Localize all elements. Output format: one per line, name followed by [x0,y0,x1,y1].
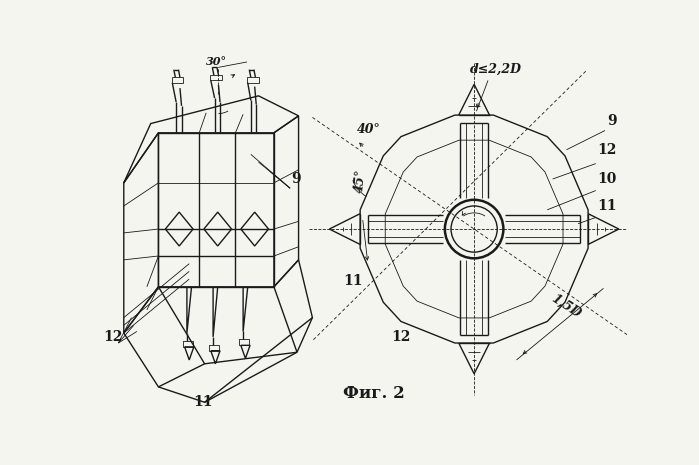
Text: 12: 12 [391,330,410,344]
Text: 12: 12 [598,143,617,157]
Text: d≤2,2D: d≤2,2D [470,63,522,76]
Text: 12: 12 [103,330,122,344]
Text: 9: 9 [607,114,617,128]
Text: 11: 11 [343,274,363,288]
Text: 45°: 45° [352,169,368,193]
Text: 9: 9 [291,172,301,186]
Text: Фиг. 2: Фиг. 2 [343,385,405,402]
Text: 10: 10 [598,172,617,186]
Text: 40°: 40° [357,123,381,136]
Text: 1,5D: 1,5D [549,292,584,320]
Text: 30°: 30° [206,56,226,67]
Text: 11: 11 [598,199,617,213]
Text: 11: 11 [194,395,212,409]
